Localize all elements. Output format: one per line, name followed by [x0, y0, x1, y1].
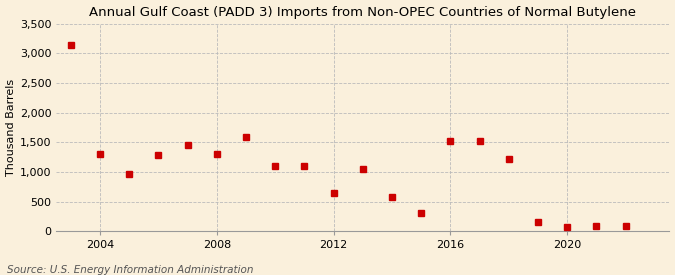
Y-axis label: Thousand Barrels: Thousand Barrels [5, 79, 16, 176]
Title: Annual Gulf Coast (PADD 3) Imports from Non-OPEC Countries of Normal Butylene: Annual Gulf Coast (PADD 3) Imports from … [89, 6, 637, 18]
Text: Source: U.S. Energy Information Administration: Source: U.S. Energy Information Administ… [7, 265, 253, 275]
